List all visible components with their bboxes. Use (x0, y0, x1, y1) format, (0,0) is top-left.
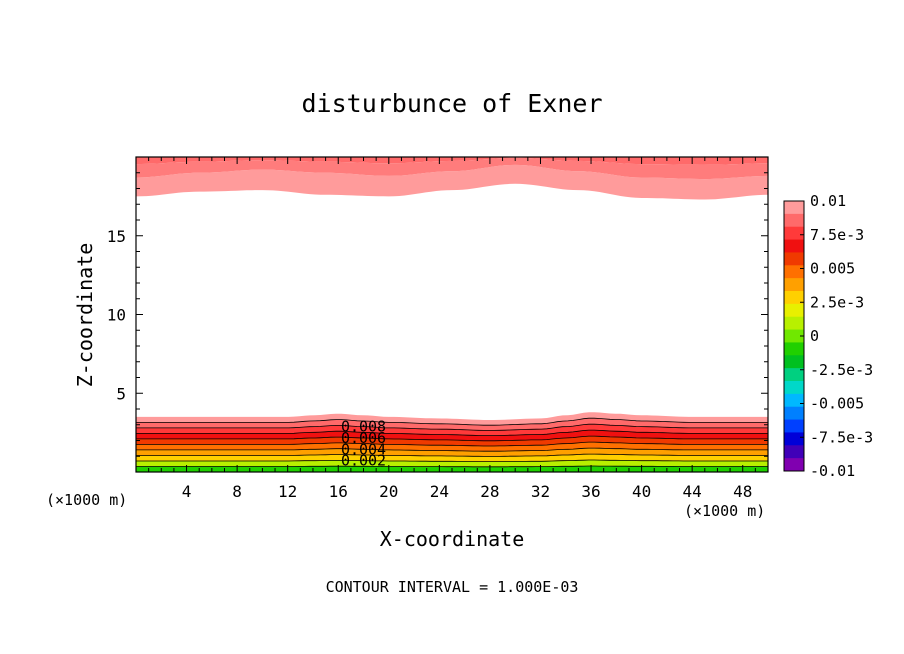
y-axis-label: Z-coordinate (73, 243, 97, 388)
colorbar-swatch (784, 355, 804, 369)
contour-line (136, 459, 768, 463)
contour-line (136, 435, 768, 442)
colorbar-swatch (784, 239, 804, 253)
x-tick-label: 4 (182, 482, 192, 501)
contour-interval-note: CONTOUR INTERVAL = 1.000E-03 (326, 578, 579, 596)
contour-line (136, 441, 768, 447)
colorbar-swatch (784, 432, 804, 446)
x-tick-label: 32 (531, 482, 550, 501)
x-tick-label: 20 (379, 482, 398, 501)
colorbar-swatch (784, 381, 804, 395)
x-tick-label: 40 (632, 482, 651, 501)
chart-title: disturbunce of Exner (301, 89, 602, 118)
x-tick-label: 16 (329, 482, 348, 501)
colorbar-swatch (784, 316, 804, 331)
colorbar-swatch (784, 406, 804, 421)
x-tick-label: 36 (581, 482, 600, 501)
x-tick-label: 44 (683, 482, 702, 501)
y-tick-label: 5 (116, 384, 126, 403)
contour-fills (136, 157, 768, 472)
colorbar-tick-label: -7.5e-3 (810, 428, 873, 446)
bottom-band-fill (136, 454, 768, 462)
colorbar-swatch (784, 213, 804, 228)
x-tick-label: 28 (480, 482, 499, 501)
colorbar: 0.01 7.5e-3 0.005 2.5e-3 0 -2.5e-3 -0.005 -7.5e… (783, 192, 873, 480)
x-tick-labels: 4 8 12 16 20 24 28 32 36 40 44 48 (182, 482, 753, 501)
colorbar-swatch (784, 226, 804, 241)
colorbar-tick-label: 0.005 (810, 260, 855, 278)
colorbar-swatch (784, 278, 804, 292)
x-unit-right: (×1000 m) (684, 502, 765, 520)
contour-line (136, 423, 768, 431)
top-band-fill (136, 164, 768, 200)
colorbar-swatch (784, 329, 804, 343)
colorbar-swatch (784, 419, 804, 433)
y-tick-label: 10 (107, 306, 126, 325)
colorbar-tick-label: 0.01 (810, 192, 846, 210)
colorbar-tick-label: -0.005 (810, 395, 864, 413)
contour-line (136, 429, 768, 437)
x-tick-label: 48 (733, 482, 752, 501)
x-axis-label: X-coordinate (380, 527, 525, 551)
bottom-band-fill (136, 460, 768, 467)
colorbar-swatch (784, 201, 804, 215)
y-tick-label: 15 (107, 227, 126, 246)
contour-line (136, 447, 768, 452)
colorbar-swatch (784, 303, 804, 318)
colorbar-swatch (784, 393, 804, 408)
colorbar-swatch (784, 458, 804, 472)
colorbar-swatch (784, 445, 804, 459)
contour-label: 0.008 (341, 418, 386, 436)
colorbar-tick-label: 7.5e-3 (810, 226, 864, 244)
bottom-band-fill (136, 424, 768, 436)
colorbar-swatch (784, 368, 804, 382)
contour-label: 0.004 (341, 440, 386, 458)
contour-label: 0.002 (341, 452, 386, 470)
colorbar-swatch (784, 265, 804, 279)
contour-line (136, 417, 768, 426)
x-tick-label: 8 (232, 482, 242, 501)
bottom-band-fill (136, 430, 768, 441)
contour-line (136, 465, 768, 468)
colorbar-tick-label: -0.01 (810, 462, 855, 480)
axis-ticks (135, 156, 769, 473)
colorbar-tick-label: 0 (810, 327, 819, 345)
bottom-band-fill (136, 436, 768, 446)
x-unit-left: (×1000 m) (46, 491, 127, 509)
contour-line (136, 453, 768, 457)
colorbar-tick-label: 2.5e-3 (810, 293, 864, 311)
top-band-fill (136, 157, 768, 180)
colorbar-swatch (784, 291, 804, 305)
x-tick-label: 12 (278, 482, 297, 501)
contour-label: 0.006 (341, 429, 386, 447)
colorbar-swatch (784, 252, 804, 266)
x-tick-label: 24 (430, 482, 449, 501)
contour-lines (136, 417, 768, 468)
colorbar-swatch (784, 342, 804, 356)
y-tick-labels: 5 10 15 (107, 227, 126, 404)
colorbar-tick-label: -2.5e-3 (810, 361, 873, 379)
top-band-fill (136, 157, 768, 165)
